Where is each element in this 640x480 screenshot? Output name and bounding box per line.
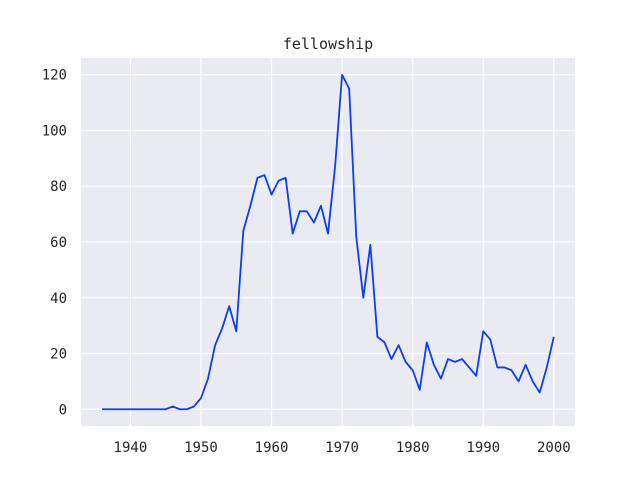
y-tick-label: 20	[50, 347, 67, 363]
x-axis-ticks: 1940 1950 1960 1970 1980 1990 2000	[114, 440, 571, 456]
series-line-0	[102, 73, 555, 411]
x-tick-label: 1960	[255, 440, 289, 456]
y-tick-label: 0	[59, 402, 67, 418]
x-tick-label: 1990	[466, 440, 500, 456]
y-tick-label: 60	[50, 235, 67, 251]
x-tick-label: 1980	[396, 440, 430, 456]
series-group	[102, 73, 555, 411]
x-tick-label: 1940	[114, 440, 148, 456]
x-tick-label: 1970	[325, 440, 359, 456]
y-tick-label: 120	[42, 68, 67, 84]
y-tick-label: 40	[50, 291, 67, 307]
y-axis-ticks: 0 20 40 60 80 100 120	[42, 68, 67, 419]
x-tick-label: 1950	[184, 440, 218, 456]
x-tick-label: 2000	[537, 440, 571, 456]
y-tick-label: 80	[50, 179, 67, 195]
chart-title: fellowship	[283, 35, 373, 53]
y-tick-label: 100	[42, 123, 67, 139]
